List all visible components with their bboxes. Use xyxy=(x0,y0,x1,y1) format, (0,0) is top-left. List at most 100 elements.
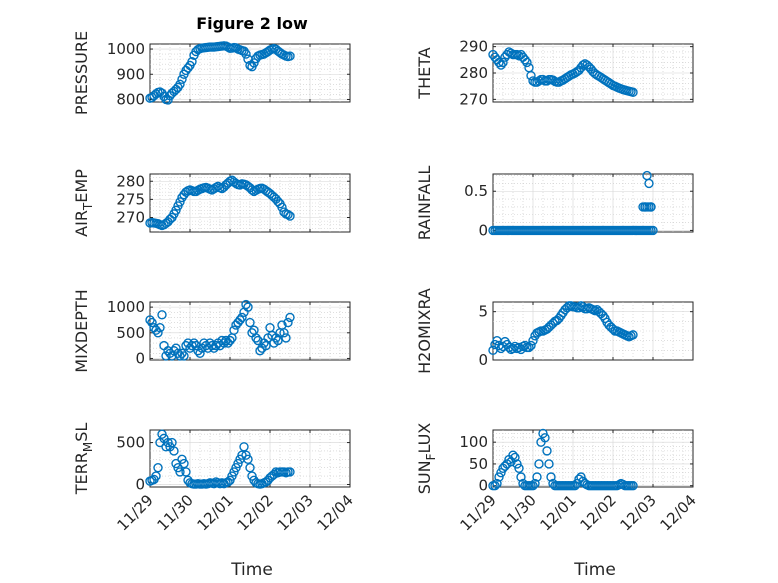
subplot-7-ytick-label: 0 xyxy=(478,477,488,495)
subplot-7-point xyxy=(528,480,538,491)
subplot-2-point xyxy=(175,197,185,207)
subplot-1-point xyxy=(494,57,504,68)
subplot-4-point xyxy=(189,338,199,348)
subplot-0: 800 900 1000 PRESSURE xyxy=(72,31,351,115)
subplot-0-point xyxy=(175,79,185,90)
subplot-4-point xyxy=(253,335,263,346)
subplot-6-ytick-label: 0 xyxy=(135,475,145,493)
subplot-4-point xyxy=(255,346,265,356)
subplot-3-ytick-label: 0.5 xyxy=(464,182,488,200)
x-axis-label-right: Time xyxy=(573,560,616,580)
subplot-4-point xyxy=(147,317,157,328)
subplot-0-markers xyxy=(145,41,295,105)
subplot-5-markers xyxy=(488,301,638,356)
subplot-5-point xyxy=(528,335,538,346)
subplot-0-point xyxy=(249,58,259,68)
subplot-4-point xyxy=(251,333,261,343)
subplot-7-point xyxy=(576,472,586,482)
subplot-0-ytick-label: 1000 xyxy=(107,40,145,58)
subplot-4-point xyxy=(173,348,183,359)
subplot-7-ylabel: SUNFLUX xyxy=(415,423,438,495)
subplot-7-ytick-label: 50 xyxy=(469,455,488,473)
subplot-4-point xyxy=(171,343,181,353)
subplot-1-ytick-label: 290 xyxy=(459,38,488,56)
subplot-1-ytick-label: 280 xyxy=(459,64,488,82)
subplot-7-point xyxy=(500,461,510,471)
subplot-3: 0 0.5 RAINFALL xyxy=(415,166,694,240)
subplot-4-point xyxy=(153,328,163,338)
subplot-4-point xyxy=(195,348,205,359)
subplot-6-point xyxy=(181,467,191,477)
subplot-6-point xyxy=(239,442,249,452)
subplot-4-point xyxy=(175,351,185,361)
x-axis-label-left: Time xyxy=(230,560,273,580)
subplot-3-point xyxy=(646,202,656,212)
subplot-1-point xyxy=(628,87,638,97)
subplot-2-point xyxy=(283,209,293,220)
subplot-4-point xyxy=(241,299,251,310)
subplot-2-point xyxy=(171,205,181,215)
subplot-7-point xyxy=(544,459,554,469)
subplot-4-ylabel: MIXDEPTH xyxy=(72,289,91,372)
subplot-7-point xyxy=(516,472,526,482)
subplot-1: 270 280 290 THETA xyxy=(415,38,694,108)
subplot-7-point xyxy=(540,433,550,443)
subplot-0-point xyxy=(187,56,197,67)
subplot-5-point xyxy=(524,342,534,353)
subplot-7-point xyxy=(538,428,548,439)
subplot-1-point xyxy=(520,55,530,65)
subplot-0-point xyxy=(177,74,187,85)
subplot-7-point xyxy=(512,459,522,469)
subplot-6-ytick-label: 500 xyxy=(116,434,145,452)
subplot-4-point xyxy=(157,310,167,320)
subplot-4-point xyxy=(191,340,201,351)
subplot-7-point xyxy=(570,480,580,491)
subplot-7-point xyxy=(546,472,556,482)
subplot-4-markers xyxy=(145,299,295,361)
subplot-1-markers xyxy=(488,47,638,97)
subplot-4-point xyxy=(283,317,293,328)
subplot-0-ytick-label: 900 xyxy=(116,65,145,83)
subplot-1-point xyxy=(496,60,506,70)
subplot-7-point xyxy=(496,467,506,478)
subplot-4-point xyxy=(179,351,189,361)
subplot-4-ytick-label: 1000 xyxy=(107,298,145,316)
subplot-3-ytick-label: 0 xyxy=(478,221,488,239)
subplot-2-ytick-label: 280 xyxy=(116,172,145,190)
subplot-4-ytick-label: 500 xyxy=(116,324,145,342)
subplot-7-point xyxy=(530,478,540,489)
subplot-6-point xyxy=(245,463,255,473)
subplot-4-point xyxy=(187,340,197,351)
subplot-7-point xyxy=(490,480,500,491)
subplot-3-point xyxy=(648,225,658,236)
subplot-1-point xyxy=(526,70,536,81)
subplot-6-point xyxy=(169,446,179,456)
subplot-2-ytick-label: 270 xyxy=(116,209,145,227)
subplot-6-point xyxy=(285,467,295,477)
subplot-7-point xyxy=(494,472,504,482)
subplot-2-ylabel: AIRTEMP xyxy=(72,169,95,237)
subplot-5-ytick-label: 0 xyxy=(478,351,488,369)
subplot-4-point xyxy=(285,312,295,323)
subplot-1-point xyxy=(506,48,516,58)
subplot-2-point xyxy=(285,211,295,221)
subplot-4-point xyxy=(279,328,289,338)
subplot-0-point xyxy=(241,49,251,59)
subplot-5: 0 5 H2OMIXRA xyxy=(415,288,694,374)
subplot-3-markers xyxy=(488,170,658,236)
subplot-7-point xyxy=(492,478,502,489)
subplot-6-point xyxy=(175,467,185,477)
subplot-7-markers xyxy=(488,428,638,491)
subplot-4: 0 500 1000 MIXDEPTH xyxy=(72,289,351,373)
subplot-6-markers xyxy=(145,429,295,489)
subplot-4-point xyxy=(229,325,239,335)
subplot-5-ylabel: H2OMIXRA xyxy=(415,288,434,374)
subplot-1-point xyxy=(498,57,508,68)
subplot-1-point xyxy=(512,49,522,60)
subplot-4-ytick-label: 0 xyxy=(135,349,145,367)
subplot-4-point xyxy=(243,302,253,312)
subplot-5-point xyxy=(526,340,536,351)
subplot-7-ytick-label: 100 xyxy=(459,433,488,451)
subplot-6-point xyxy=(167,437,177,448)
